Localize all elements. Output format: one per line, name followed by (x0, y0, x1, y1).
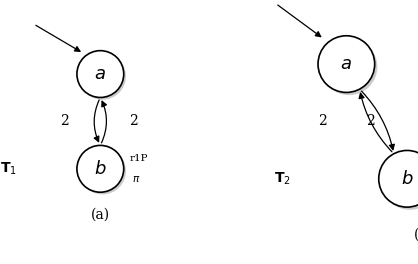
Text: (a): (a) (91, 208, 110, 222)
Circle shape (382, 153, 418, 210)
Text: $b$: $b$ (94, 160, 107, 178)
Text: $\pi$: $\pi$ (132, 174, 140, 184)
Text: $\mathbf{T}_2$: $\mathbf{T}_2$ (274, 171, 291, 187)
Circle shape (79, 53, 126, 100)
Circle shape (379, 150, 418, 207)
Text: $b$: $b$ (401, 170, 413, 188)
Text: $a$: $a$ (340, 55, 352, 73)
Text: 2: 2 (366, 114, 375, 129)
Text: r1P: r1P (129, 154, 148, 163)
Text: $\mathbf{T}_1$: $\mathbf{T}_1$ (0, 161, 17, 177)
Circle shape (77, 145, 124, 192)
Circle shape (79, 148, 126, 195)
Circle shape (321, 39, 377, 95)
Text: $a$: $a$ (94, 65, 106, 83)
Text: 2: 2 (319, 114, 327, 129)
Text: 2: 2 (60, 114, 69, 129)
Circle shape (318, 36, 375, 92)
Circle shape (77, 51, 124, 97)
Text: 2: 2 (130, 114, 138, 129)
Text: (b): (b) (414, 228, 418, 242)
